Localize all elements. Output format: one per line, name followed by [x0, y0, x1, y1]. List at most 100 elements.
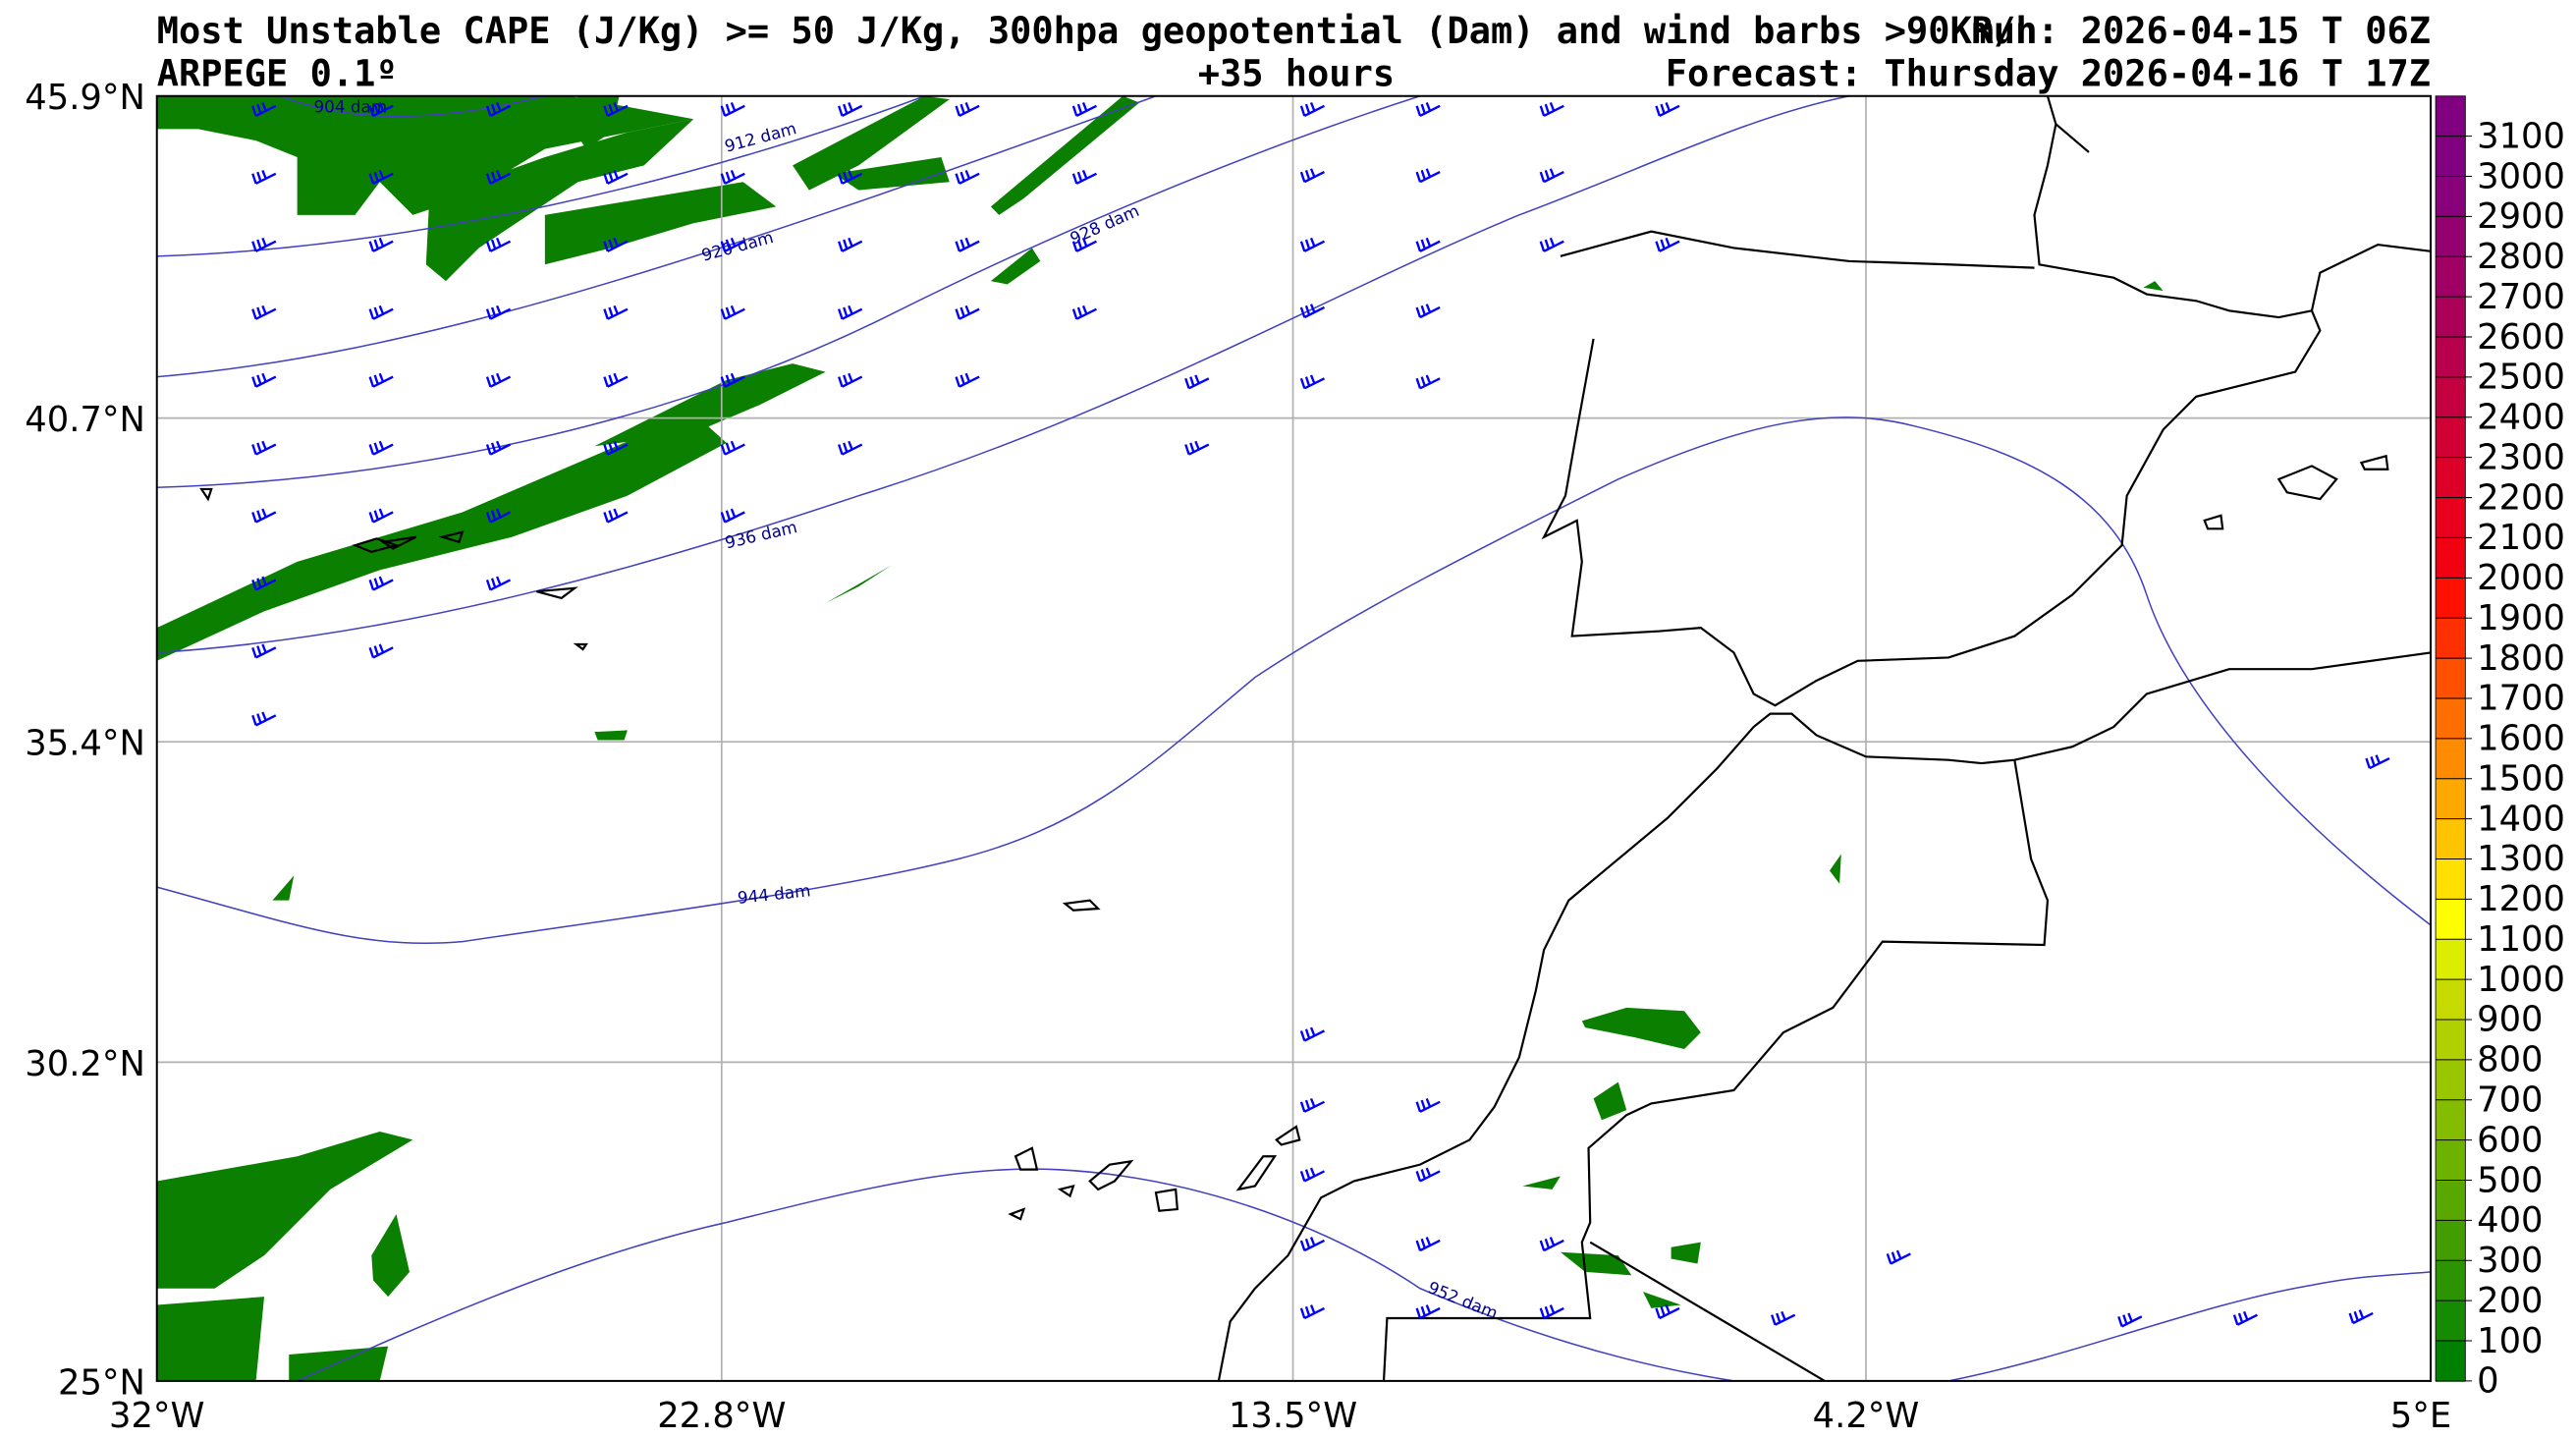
- wind-barb: [1299, 1026, 1326, 1042]
- colorbar-bin: [2436, 979, 2466, 1021]
- colorbar-bin: [2436, 497, 2466, 539]
- lon-label: 4.2°W: [1813, 1396, 1920, 1436]
- colorbar-bin: [2436, 697, 2466, 740]
- colorbar-label: 100: [2477, 1321, 2543, 1361]
- colorbar-label: 2400: [2477, 398, 2565, 438]
- colorbar-bin: [2436, 939, 2466, 980]
- colorbar-label: 2000: [2477, 558, 2565, 598]
- colorbar-label: 1300: [2477, 839, 2565, 879]
- wind-barb: [251, 643, 277, 659]
- colorbar-label: 2100: [2477, 518, 2565, 558]
- wind-barb: [1415, 374, 1441, 390]
- colorbar-bin: [2436, 858, 2466, 901]
- colorbar-bin: [2436, 1059, 2466, 1101]
- colorbar-bin: [2436, 1341, 2466, 1382]
- wind-barb: [1415, 1167, 1441, 1183]
- wind-barb: [1071, 304, 1097, 320]
- colorbar-label: 300: [2477, 1241, 2543, 1281]
- wind-barb: [485, 508, 512, 524]
- colorbar-bin: [2436, 778, 2466, 820]
- wind-barb: [1886, 1249, 1911, 1265]
- forecast-time: Forecast: Thursday 2026-04-16 T 17Z: [1666, 53, 2431, 95]
- colorbar-label: 800: [2477, 1040, 2543, 1080]
- wind-barb: [603, 102, 629, 117]
- wind-barb: [368, 643, 394, 659]
- wind-barb: [485, 169, 512, 185]
- wind-barb: [838, 372, 863, 388]
- wind-barb: [485, 440, 512, 456]
- contour-label-952: 952 dam: [1425, 1277, 1501, 1323]
- wind-barb: [838, 102, 863, 117]
- cape-fill: [156, 95, 2164, 1381]
- wind-barb: [485, 304, 512, 320]
- wind-barb: [2365, 754, 2390, 770]
- wind-barb: [251, 508, 277, 524]
- wind-barb: [485, 372, 512, 388]
- colorbar-bin: [2436, 176, 2466, 218]
- wind-barb: [1184, 374, 1210, 390]
- lon-label: 32°W: [109, 1396, 204, 1436]
- colorbar-label: 1600: [2477, 719, 2565, 759]
- wind-barb: [955, 304, 980, 320]
- colorbar-label: 2700: [2477, 277, 2565, 317]
- wind-barb: [838, 440, 863, 456]
- wind-barb: [485, 102, 512, 117]
- wind-barb: [1539, 1237, 1564, 1252]
- wind-barb: [1771, 1310, 1796, 1326]
- wind-barb: [1299, 374, 1326, 390]
- coastlines: [199, 95, 2432, 1381]
- contour-label-944: 944 dam: [737, 880, 811, 908]
- wind-barb: [1299, 1304, 1326, 1320]
- wind-barb: [1415, 1304, 1441, 1320]
- colorbar-label: 600: [2477, 1120, 2543, 1160]
- wind-barb: [251, 102, 277, 117]
- colorbar-bin: [2436, 1301, 2466, 1342]
- contour-label-912: 912 dam: [723, 118, 798, 156]
- wind-barb: [603, 304, 629, 320]
- colorbar-bin: [2436, 297, 2466, 338]
- lat-label: 45.9°N: [25, 78, 145, 118]
- colorbar-label: 3000: [2477, 156, 2565, 196]
- wind-barb: [1415, 304, 1441, 319]
- wind-barb: [720, 508, 745, 524]
- colorbar-bin: [2436, 337, 2466, 378]
- contour-label-936: 936 dam: [723, 517, 798, 552]
- lead-time: +35 hours: [1198, 53, 1395, 95]
- wind-barb: [1299, 102, 1326, 117]
- wind-barb: [368, 440, 394, 456]
- contour-label-904: 904 dam: [313, 97, 387, 117]
- wind-barb: [838, 304, 863, 320]
- colorbar-label: 2600: [2477, 317, 2565, 358]
- wind-barb: [603, 237, 629, 252]
- colorbar-label: 2900: [2477, 196, 2565, 237]
- wind-barb: [1539, 102, 1564, 117]
- colorbar-bin: [2436, 256, 2466, 299]
- wind-barb: [838, 169, 863, 185]
- colorbar-bin: [2436, 899, 2466, 941]
- colorbar-bin: [2436, 1099, 2466, 1141]
- colorbar-label: 2300: [2477, 437, 2565, 477]
- wind-barb: [603, 440, 629, 456]
- map-area: 904 dam 912 dam 920 dam 928 dam 936 dam …: [155, 94, 2433, 1382]
- wind-barb: [1539, 1304, 1564, 1320]
- wind-barb: [251, 237, 277, 252]
- wind-barb: [2232, 1310, 2259, 1326]
- cape-colorbar: 0100200300400500600700800900100011001200…: [2435, 95, 2565, 1402]
- wind-barb: [955, 169, 980, 185]
- wind-barbs: [251, 102, 2390, 1328]
- wind-barb: [485, 576, 512, 591]
- wind-barb: [1415, 102, 1441, 117]
- title-line1: Most Unstable CAPE (J/Kg) >= 50 J/Kg, 30…: [157, 10, 2038, 52]
- lat-label: 30.2°N: [25, 1044, 145, 1084]
- wind-barb: [1299, 1237, 1326, 1252]
- wind-barb: [720, 169, 745, 185]
- colorbar-label: 1900: [2477, 598, 2565, 638]
- lon-label: 5°E: [2390, 1396, 2451, 1436]
- wind-barb: [1539, 237, 1564, 252]
- colorbar-label: 3100: [2477, 116, 2565, 156]
- colorbar-bin: [2436, 658, 2466, 699]
- wind-barb: [603, 169, 629, 185]
- colorbar-label: 1100: [2477, 919, 2565, 960]
- grid-lines: [156, 95, 2432, 1381]
- wind-barb: [720, 237, 745, 252]
